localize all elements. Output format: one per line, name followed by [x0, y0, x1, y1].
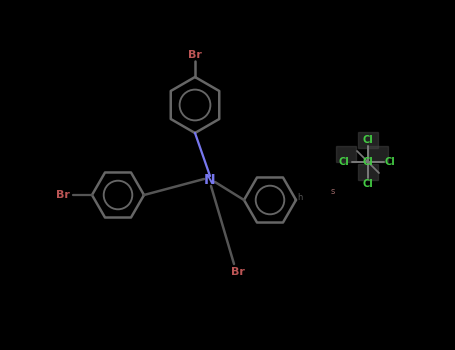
Text: Br: Br: [188, 50, 202, 60]
Text: Br: Br: [231, 267, 245, 277]
Text: h: h: [297, 194, 303, 203]
Text: Cl: Cl: [339, 157, 349, 167]
Bar: [358, 132, 378, 148]
Bar: [368, 146, 388, 162]
Text: Cl: Cl: [363, 157, 374, 167]
Text: Cl: Cl: [384, 157, 395, 167]
Text: N: N: [204, 173, 216, 187]
Text: Br: Br: [56, 190, 70, 200]
Bar: [336, 146, 356, 162]
Text: Cl: Cl: [363, 179, 374, 189]
Text: s: s: [331, 188, 335, 196]
Bar: [358, 164, 378, 180]
Text: Cl: Cl: [363, 135, 374, 145]
